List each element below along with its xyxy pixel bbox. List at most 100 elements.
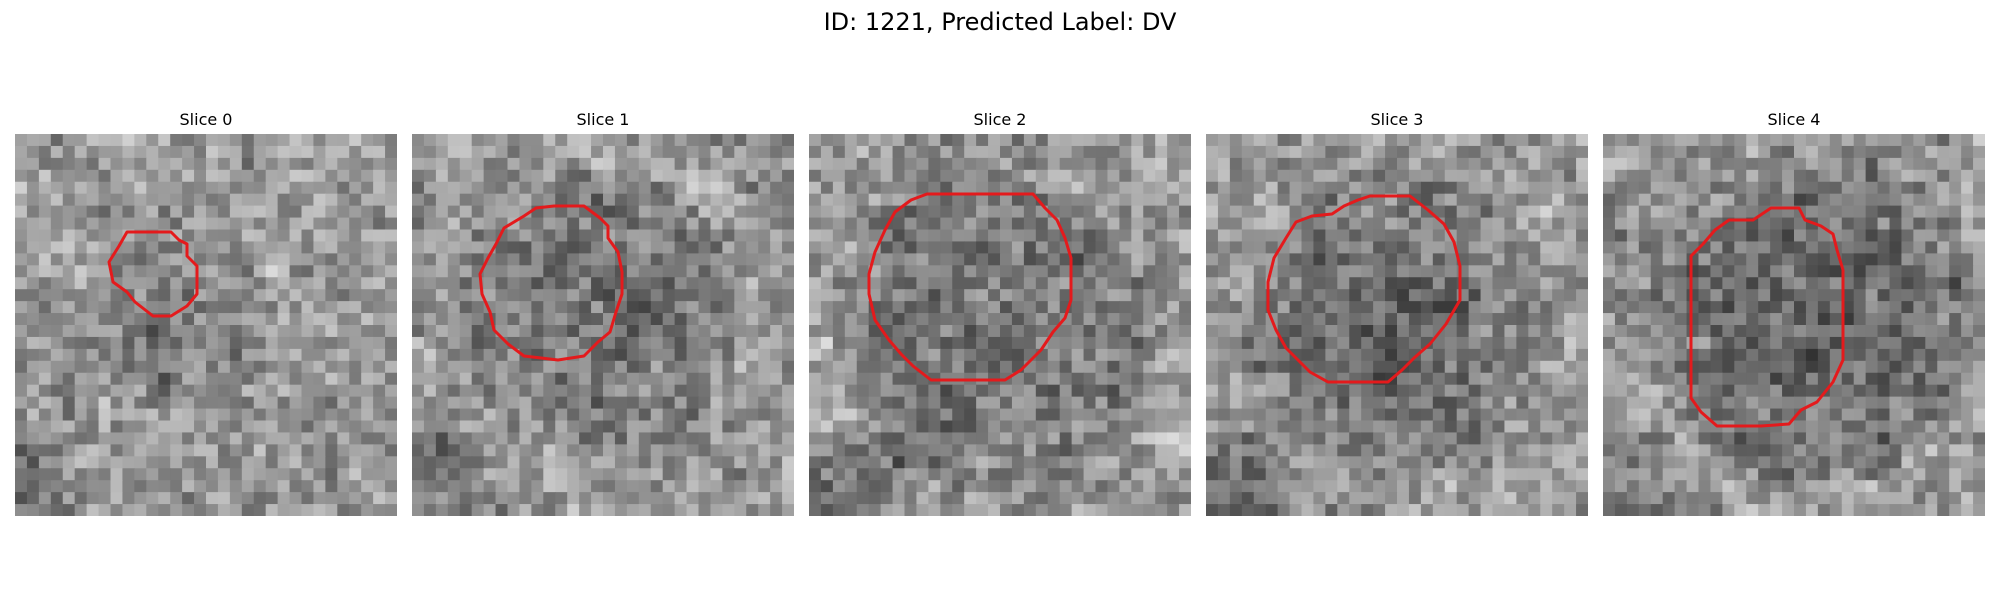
pixel xyxy=(170,134,183,147)
pixel xyxy=(555,313,568,326)
pixel xyxy=(1301,193,1315,207)
pixel xyxy=(1937,289,1950,302)
pixel xyxy=(1540,134,1553,147)
pixel xyxy=(1035,157,1049,171)
pixel xyxy=(1143,444,1156,457)
pixel xyxy=(844,181,858,195)
pixel xyxy=(483,456,497,469)
pixel xyxy=(1829,396,1843,410)
pixel xyxy=(110,157,124,171)
pixel xyxy=(832,229,846,243)
pixel xyxy=(904,157,918,171)
pixel xyxy=(337,289,350,302)
pixel xyxy=(1552,456,1565,469)
pixel xyxy=(459,134,473,147)
pixel xyxy=(170,241,183,254)
pixel xyxy=(15,360,28,374)
pixel xyxy=(1373,348,1386,362)
pixel xyxy=(325,241,338,254)
pixel xyxy=(1686,360,1700,374)
pixel xyxy=(1686,372,1700,386)
pixel xyxy=(412,229,425,243)
pixel xyxy=(686,396,700,410)
pixel xyxy=(349,169,362,183)
pixel xyxy=(746,492,759,505)
pixel xyxy=(1829,134,1843,147)
pixel xyxy=(1023,169,1037,183)
pixel xyxy=(1758,289,1771,302)
pixel xyxy=(1603,241,1616,254)
pixel xyxy=(507,205,521,219)
pixel xyxy=(603,265,616,278)
pixel xyxy=(241,241,255,254)
pixel xyxy=(603,408,616,422)
pixel xyxy=(1949,241,1962,254)
pixel xyxy=(734,444,747,457)
pixel xyxy=(591,492,604,505)
pixel xyxy=(1083,169,1097,183)
pixel xyxy=(1206,360,1219,374)
pixel xyxy=(1313,420,1326,434)
pixel xyxy=(1552,229,1565,243)
pixel xyxy=(62,432,76,445)
pixel xyxy=(1794,408,1807,422)
pixel xyxy=(1889,313,1903,326)
pixel xyxy=(844,504,858,516)
pixel xyxy=(1217,289,1231,302)
pixel xyxy=(1011,157,1025,171)
pixel xyxy=(650,134,664,147)
pixel xyxy=(1901,336,1914,350)
pixel xyxy=(976,504,989,516)
pixel xyxy=(1662,265,1676,278)
pixel xyxy=(1492,217,1506,231)
pixel xyxy=(1770,301,1783,314)
pixel xyxy=(1241,301,1255,314)
pixel xyxy=(734,145,747,159)
pixel xyxy=(1901,372,1914,386)
pixel xyxy=(686,348,700,362)
pixel xyxy=(1841,157,1855,171)
pixel xyxy=(38,253,52,266)
pixel xyxy=(880,193,894,207)
pixel xyxy=(447,360,461,374)
pixel xyxy=(964,157,977,171)
pixel xyxy=(1337,396,1350,410)
pixel xyxy=(1119,217,1132,231)
pixel xyxy=(555,396,568,410)
pixel xyxy=(770,504,783,516)
pixel xyxy=(880,408,894,422)
pixel xyxy=(1301,468,1315,481)
pixel xyxy=(1746,336,1759,350)
pixel xyxy=(820,432,834,445)
pixel xyxy=(686,205,700,219)
pixel xyxy=(170,265,183,278)
pixel xyxy=(1373,384,1386,398)
pixel xyxy=(1949,432,1962,445)
pixel xyxy=(1698,384,1712,398)
pixel xyxy=(1229,181,1243,195)
pixel xyxy=(194,444,207,457)
pixel xyxy=(1889,181,1903,195)
pixel xyxy=(229,229,243,243)
pixel xyxy=(1167,384,1180,398)
pixel xyxy=(1961,420,1974,434)
pixel xyxy=(1217,181,1231,195)
pixel xyxy=(301,372,315,386)
pixel xyxy=(856,301,870,314)
pixel xyxy=(916,384,929,398)
pixel xyxy=(325,372,338,386)
pixel xyxy=(313,157,326,171)
pixel xyxy=(1758,193,1771,207)
pixel xyxy=(1603,313,1616,326)
pixel xyxy=(1877,444,1891,457)
pixel xyxy=(1961,205,1974,219)
pixel xyxy=(1253,301,1267,314)
pixel xyxy=(976,456,989,469)
pixel xyxy=(567,504,580,516)
pixel xyxy=(483,289,497,302)
pixel xyxy=(1626,181,1640,195)
pixel xyxy=(844,408,858,422)
pixel xyxy=(1107,205,1120,219)
pixel xyxy=(146,456,159,469)
pixel xyxy=(1229,229,1243,243)
